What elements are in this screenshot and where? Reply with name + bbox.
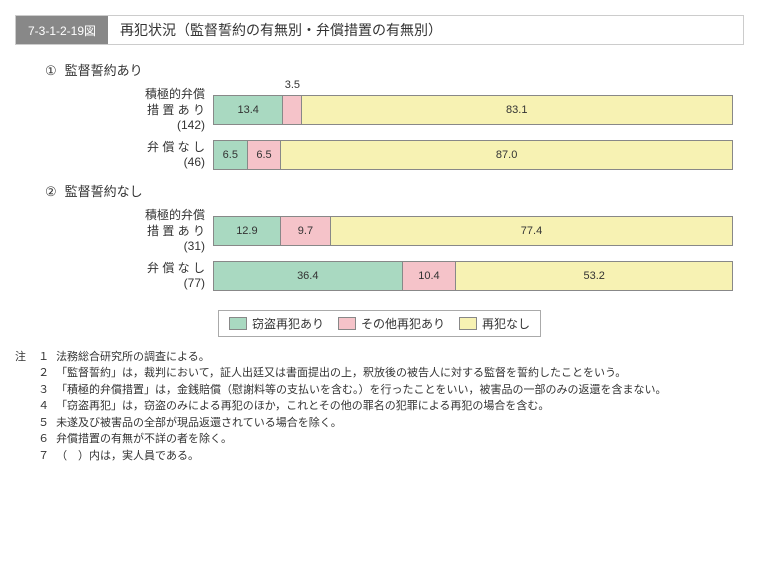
stacked-bar: 13.4 83.1 <box>213 95 733 125</box>
section-label: 監督誓約なし <box>65 184 143 199</box>
legend-label: その他再犯あり <box>361 315 445 332</box>
note-number: ７ <box>38 448 56 465</box>
bar-wrap: 3.513.483.1 <box>213 95 733 125</box>
legend-item: その他再犯あり <box>338 315 445 332</box>
legend-item: 窃盗再犯あり <box>229 315 324 332</box>
notes-label: 注 <box>15 349 35 366</box>
bar-segment: 6.5 <box>248 141 282 169</box>
bar-wrap: 6.56.587.0 <box>213 140 733 170</box>
row-count: (77) <box>15 276 205 292</box>
note-text: 「積極的弁償措置」は，金銭賠償（慰謝料等の支払いを含む。）を行ったことをいい，被… <box>56 382 738 399</box>
bar-segment: 6.5 <box>214 141 248 169</box>
legend-swatch <box>459 317 477 330</box>
chart-row: 積極的弁償措 置 あ り(31)12.99.777.4 <box>15 208 744 255</box>
figure-title: 再犯状況（監督誓約の有無別・弁償措置の有無別） <box>108 16 454 44</box>
note-number: ５ <box>38 415 56 432</box>
note-number: ６ <box>38 431 56 448</box>
note-number: ４ <box>38 398 56 415</box>
bar-segment: 10.4 <box>403 262 457 290</box>
legend-swatch <box>229 317 247 330</box>
bar-segment: 77.4 <box>331 217 732 245</box>
bar-segment: 53.2 <box>456 262 732 290</box>
row-label: 弁 償 な し(77) <box>15 261 213 292</box>
stacked-bar: 12.99.777.4 <box>213 216 733 246</box>
bar-segment: 83.1 <box>302 96 732 124</box>
chart-row: 積極的弁償措 置 あ り(142)3.513.483.1 <box>15 87 744 134</box>
section-label: 監督誓約あり <box>65 63 143 78</box>
legend-label: 再犯なし <box>482 315 530 332</box>
row-count: (142) <box>15 118 205 134</box>
footnotes: 注 １法務総合研究所の調査による。２「監督誓約」は，裁判において，証人出廷又は書… <box>15 349 744 465</box>
note-text: 「窃盗再犯」は，窃盗のみによる再犯のほか，これとその他の罪名の犯罪による再犯の場… <box>56 398 738 415</box>
row-label: 積極的弁償措 置 あ り(31) <box>15 208 213 255</box>
row-count: (46) <box>15 155 205 171</box>
figure-header: 7-3-1-2-19図 再犯状況（監督誓約の有無別・弁償措置の有無別） <box>15 15 744 45</box>
bar-segment: 87.0 <box>281 141 732 169</box>
notes-list: １法務総合研究所の調査による。２「監督誓約」は，裁判において，証人出廷又は書面提… <box>38 349 738 465</box>
bar-wrap: 12.99.777.4 <box>213 216 733 246</box>
chart-area: ① 監督誓約あり積極的弁償措 置 あ り(142) 3.513.4 83.1 弁 償 な… <box>15 60 744 292</box>
legend: 窃盗再犯あり その他再犯あり 再犯なし <box>218 310 541 337</box>
note-number: ３ <box>38 382 56 399</box>
note-row: ４「窃盗再犯」は，窃盗のみによる再犯のほか，これとその他の罪名の犯罪による再犯の… <box>38 398 738 415</box>
note-text: 未遂及び被害品の全部が現品返還されている場合を除く。 <box>56 415 738 432</box>
note-row: ２「監督誓約」は，裁判において，証人出廷又は書面提出の上，釈放後の被告人に対する… <box>38 365 738 382</box>
note-row: １法務総合研究所の調査による。 <box>38 349 738 366</box>
note-text: 法務総合研究所の調査による。 <box>56 349 738 366</box>
bar-wrap: 36.410.453.2 <box>213 261 733 291</box>
note-number: ２ <box>38 365 56 382</box>
legend-label: 窃盗再犯あり <box>252 315 324 332</box>
chart-row: 弁 償 な し(46)6.56.587.0 <box>15 140 744 171</box>
bar-segment <box>283 96 301 124</box>
note-text: （ ）内は，実人員である。 <box>56 448 738 465</box>
figure-number: 7-3-1-2-19図 <box>16 16 108 44</box>
row-count: (31) <box>15 239 205 255</box>
note-text: 「監督誓約」は，裁判において，証人出廷又は書面提出の上，釈放後の被告人に対する監… <box>56 365 738 382</box>
bar-segment: 13.4 <box>214 96 283 124</box>
legend-swatch <box>338 317 356 330</box>
note-row: ３「積極的弁償措置」は，金銭賠償（慰謝料等の支払いを含む。）を行ったことをいい，… <box>38 382 738 399</box>
bar-segment: 12.9 <box>214 217 281 245</box>
row-label: 積極的弁償措 置 あ り(142) <box>15 87 213 134</box>
bar-float-label: 3.5 <box>285 79 300 91</box>
bar-segment: 36.4 <box>214 262 403 290</box>
stacked-bar: 6.56.587.0 <box>213 140 733 170</box>
note-row: ７（ ）内は，実人員である。 <box>38 448 738 465</box>
stacked-bar: 36.410.453.2 <box>213 261 733 291</box>
bar-segment: 9.7 <box>281 217 331 245</box>
note-number: １ <box>38 349 56 366</box>
section-heading: ① 監督誓約あり <box>45 60 744 79</box>
note-row: ６弁償措置の有無が不詳の者を除く。 <box>38 431 738 448</box>
legend-item: 再犯なし <box>459 315 530 332</box>
note-text: 弁償措置の有無が不詳の者を除く。 <box>56 431 738 448</box>
section-heading: ② 監督誓約なし <box>45 181 744 200</box>
row-label: 弁 償 な し(46) <box>15 140 213 171</box>
chart-row: 弁 償 な し(77)36.410.453.2 <box>15 261 744 292</box>
section-number: ② <box>45 184 57 200</box>
section-number: ① <box>45 63 57 79</box>
note-row: ５未遂及び被害品の全部が現品返還されている場合を除く。 <box>38 415 738 432</box>
